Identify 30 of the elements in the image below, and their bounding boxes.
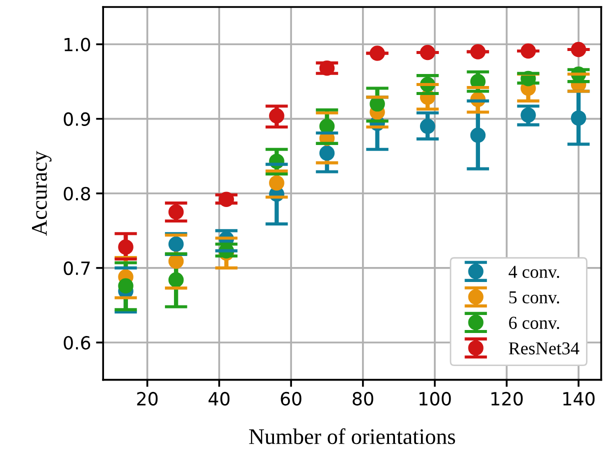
point — [168, 204, 184, 220]
point — [118, 278, 134, 294]
legend-label: 4 conv. — [508, 266, 560, 278]
x-tick-label: 60 — [280, 392, 302, 406]
y-tick-label: 0.8 — [64, 186, 90, 201]
y-tick-label: 1.0 — [64, 38, 90, 52]
y-tick-label: 0.6 — [64, 336, 90, 350]
x-tick-label: 20 — [137, 392, 158, 406]
point — [168, 236, 184, 252]
point — [168, 272, 184, 288]
x-tick-label: 140 — [563, 392, 595, 406]
point — [118, 239, 134, 255]
point — [420, 118, 436, 134]
y-tick-label: 0.7 — [64, 261, 90, 276]
x-tick-label: 40 — [208, 392, 230, 406]
x-tick-label: 120 — [491, 392, 523, 406]
point — [319, 145, 335, 161]
x-axis-title: Number of orientations — [249, 428, 456, 444]
point — [470, 128, 486, 143]
point — [570, 110, 586, 126]
legend-label: ResNet34 — [508, 342, 580, 354]
x-tick-label: 100 — [420, 392, 451, 406]
y-tick-label: 0.9 — [64, 112, 90, 126]
point — [520, 107, 536, 123]
x-tick-label: 80 — [352, 392, 374, 406]
legend-label: 6 conv. — [509, 316, 560, 330]
y-axis-title: Accuracy — [32, 150, 52, 236]
point — [269, 108, 284, 124]
legend-label: 5 conv. — [509, 291, 560, 304]
point — [269, 175, 284, 191]
